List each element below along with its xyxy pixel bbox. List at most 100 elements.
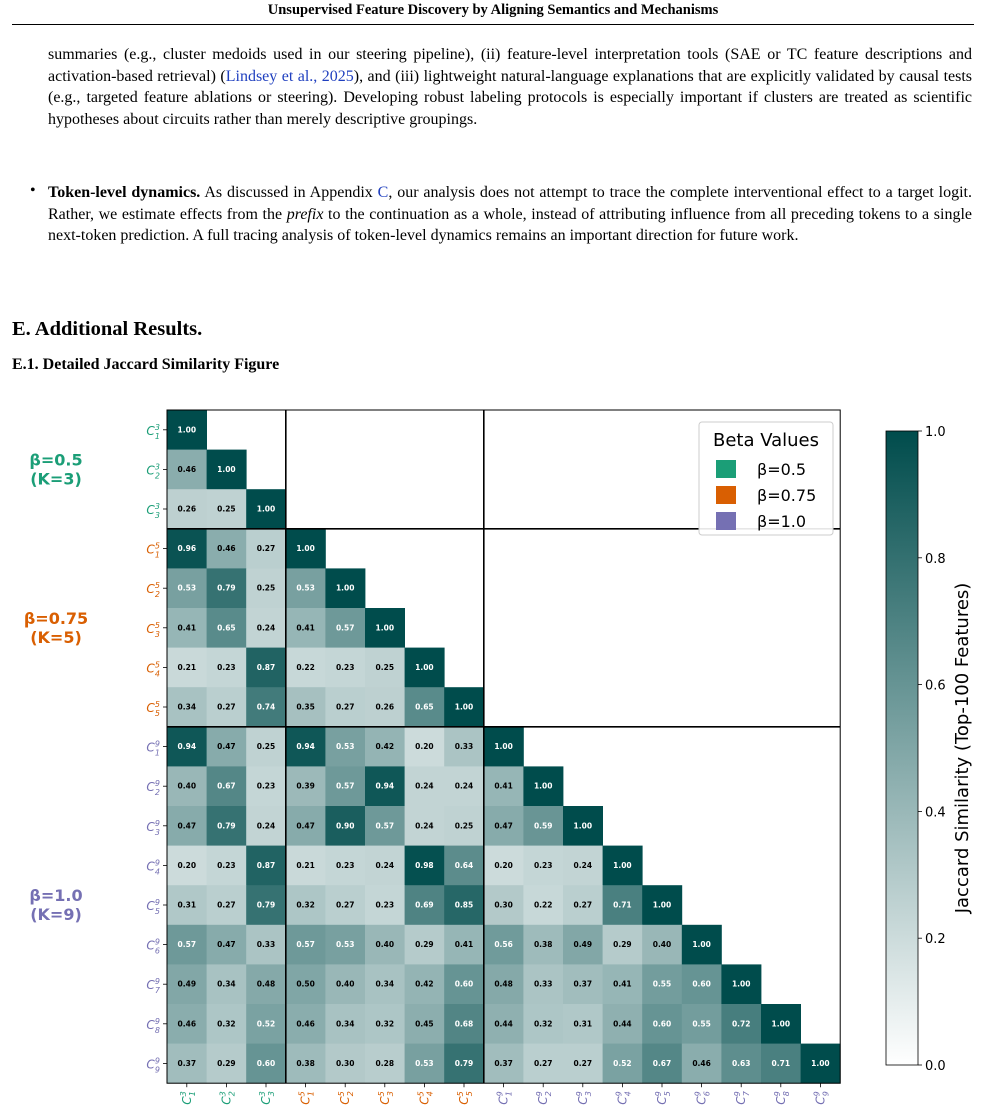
heatmap-cell xyxy=(365,766,405,807)
cell-value-label: 0.20 xyxy=(178,861,197,870)
x-tick-label: C54 xyxy=(416,1091,434,1105)
cell-value-label: 0.40 xyxy=(376,940,395,949)
cell-value-label: 0.56 xyxy=(494,940,513,949)
group-label: β=1.0 xyxy=(29,886,82,905)
heatmap-cell xyxy=(285,964,326,1005)
heatmap-cell xyxy=(325,608,366,648)
heatmap-cell xyxy=(285,1043,326,1084)
cell-value-label: 0.60 xyxy=(455,980,474,989)
cell-value-label: 0.42 xyxy=(376,742,395,751)
heatmap-cell xyxy=(761,1004,801,1044)
x-tick-label: C94 xyxy=(614,1091,632,1105)
cell-value-label: 0.41 xyxy=(494,782,513,791)
legend-swatch xyxy=(716,460,736,478)
cell-value-label: 0.79 xyxy=(455,1059,474,1068)
cell-value-label: 0.37 xyxy=(574,980,593,989)
heatmap-cell xyxy=(800,1043,841,1084)
legend-swatch xyxy=(716,512,736,530)
heatmap-cell xyxy=(365,726,405,767)
heatmap-cell xyxy=(523,806,564,846)
cell-value-label: 0.33 xyxy=(534,980,553,989)
x-tick-label: C33 xyxy=(258,1091,276,1105)
cell-value-label: 0.24 xyxy=(376,861,395,870)
heatmap-cell xyxy=(285,528,326,569)
heatmap-cell xyxy=(246,845,287,886)
heatmap-cell xyxy=(285,766,326,807)
heatmap-cell xyxy=(563,924,603,965)
cell-value-label: 0.47 xyxy=(178,821,197,830)
cell-value-label: 0.52 xyxy=(613,1059,632,1068)
heatmap-cell xyxy=(167,806,207,846)
x-tick-label: C95 xyxy=(654,1091,672,1105)
x-tick-label: C99 xyxy=(812,1091,830,1105)
cell-value-label: 1.00 xyxy=(217,465,236,474)
cell-value-label: 0.32 xyxy=(296,901,315,910)
cell-value-label: 0.25 xyxy=(376,663,395,672)
cell-value-label: 0.71 xyxy=(613,901,632,910)
cell-value-label: 1.00 xyxy=(534,782,553,791)
heatmap-cell xyxy=(285,647,326,688)
bullet-text-2: , our analysis does not attempt to trace… xyxy=(48,184,973,223)
cell-value-label: 0.24 xyxy=(257,623,276,632)
y-tick-label: C9 9 xyxy=(146,1056,160,1074)
heatmap-cell xyxy=(206,528,247,569)
cell-value-label: 0.57 xyxy=(376,821,395,830)
cell-value-label: 1.00 xyxy=(336,584,355,593)
heatmap-cell xyxy=(483,885,524,926)
cell-value-label: 0.23 xyxy=(257,782,276,791)
heatmap-cell xyxy=(523,885,564,926)
citation-link-lindsey[interactable]: Lindsey et al., 2025 xyxy=(225,67,354,85)
heatmap-cell xyxy=(325,924,366,965)
heatmap-cell xyxy=(483,766,524,807)
y-tick-label: C5 2 xyxy=(146,581,160,599)
heatmap-cell xyxy=(365,647,405,688)
heatmap-cell xyxy=(285,608,326,648)
cell-value-label: 0.48 xyxy=(494,980,513,989)
heatmap-cell xyxy=(602,845,643,886)
heatmap-cell xyxy=(167,489,207,530)
heatmap-cell xyxy=(483,806,524,846)
cell-value-label: 0.34 xyxy=(178,703,197,712)
heatmap-cell xyxy=(167,528,207,569)
heatmap-cell xyxy=(523,924,564,965)
heatmap-cell xyxy=(602,924,643,965)
cell-value-label: 0.98 xyxy=(415,861,434,870)
cell-value-label: 1.00 xyxy=(574,821,593,830)
x-tick-label: C51 xyxy=(298,1091,316,1105)
heatmap-cell xyxy=(563,964,603,1005)
cell-value-label: 0.27 xyxy=(217,703,236,712)
cell-value-label: 0.57 xyxy=(336,623,355,632)
heatmap-cell xyxy=(325,766,366,807)
cell-value-label: 0.69 xyxy=(415,901,434,910)
colorbar-tick-label: 0.6 xyxy=(925,679,946,694)
y-tick-label: C9 1 xyxy=(146,740,160,758)
cell-value-label: 0.26 xyxy=(376,703,395,712)
heatmap-cell xyxy=(206,687,247,728)
heatmap-cell xyxy=(167,1004,207,1044)
cell-value-label: 0.47 xyxy=(296,821,315,830)
heatmap-cell xyxy=(483,924,524,965)
subsection-title: E.1. Detailed Jaccard Similarity Figure xyxy=(12,356,280,373)
heatmap-cell xyxy=(523,1004,564,1044)
heatmap-cell xyxy=(681,1043,722,1084)
legend-swatch xyxy=(716,486,736,504)
heatmap-cell xyxy=(444,1043,485,1084)
group-label: β=0.75 xyxy=(24,609,88,628)
heatmap-cell xyxy=(206,766,247,807)
y-tick-label: C5 1 xyxy=(146,542,160,560)
cell-value-label: 0.60 xyxy=(692,980,711,989)
cell-value-label: 0.68 xyxy=(455,1019,474,1028)
cell-value-label: 0.46 xyxy=(217,544,236,553)
jaccard-heatmap-figure: 1.000.46 1.000.26 0.25 1.000.96 0.46 0.27 1.00… xyxy=(24,409,973,1105)
heatmap-cell xyxy=(365,964,405,1005)
cell-value-label: 0.23 xyxy=(336,861,355,870)
cell-value-label: 0.41 xyxy=(613,980,632,989)
heatmap-cell xyxy=(365,1043,405,1084)
heatmap-cell xyxy=(602,964,643,1005)
heatmap-cell xyxy=(285,1004,326,1044)
cell-value-label: 0.27 xyxy=(257,544,276,553)
heatmap-cell xyxy=(642,885,683,926)
cell-value-label: 0.27 xyxy=(336,703,355,712)
para1-text-2: ), and (iii) lightweight natural-languag… xyxy=(48,67,973,128)
appendix-c-link[interactable]: C xyxy=(377,184,389,201)
